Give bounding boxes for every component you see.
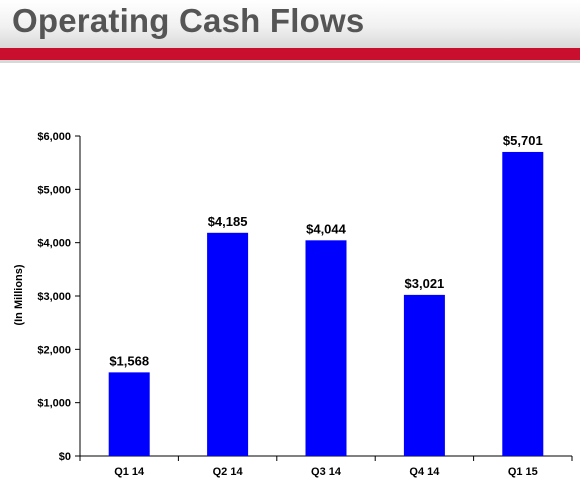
y-axis-ticks: $0 $1,000 $2,000 $3,000 $4,000 $5,000 $6,000 bbox=[37, 131, 80, 463]
data-label: $4,044 bbox=[306, 221, 347, 236]
x-tick-label: Q2 14 bbox=[213, 466, 244, 478]
bar-q2-14 bbox=[207, 232, 249, 456]
bar-q4-14 bbox=[403, 294, 445, 456]
x-tick-label: Q1 15 bbox=[508, 466, 538, 478]
header-shadow bbox=[0, 60, 580, 63]
y-tick-label: $1,000 bbox=[37, 398, 71, 410]
page-title: Operating Cash Flows bbox=[12, 2, 365, 39]
x-tick-label: Q4 14 bbox=[409, 466, 440, 478]
y-tick-label: $2,000 bbox=[37, 344, 71, 356]
data-label: $3,021 bbox=[405, 276, 445, 291]
bar-q1-15 bbox=[502, 151, 544, 457]
x-tick-label: Q1 14 bbox=[114, 466, 145, 478]
bars bbox=[108, 151, 544, 457]
y-tick-label: $6,000 bbox=[37, 131, 71, 143]
slide-header: Operating Cash Flows bbox=[0, 0, 580, 48]
data-label: $1,568 bbox=[109, 353, 149, 368]
data-labels: $1,568 $4,185 $4,044 $3,021 $5,701 bbox=[109, 133, 542, 368]
x-tick-label: Q3 14 bbox=[311, 466, 342, 478]
y-axis-title-group: (In Millions) bbox=[13, 264, 25, 325]
bar-q1-14 bbox=[108, 372, 150, 456]
data-label: $4,185 bbox=[208, 214, 248, 229]
bar-q3-14 bbox=[305, 240, 347, 456]
header-divider bbox=[0, 48, 580, 60]
data-label: $5,701 bbox=[503, 133, 543, 148]
y-tick-label: $4,000 bbox=[37, 238, 71, 250]
y-tick-label: $3,000 bbox=[37, 291, 71, 303]
y-tick-label: $0 bbox=[59, 451, 71, 463]
x-axis-ticks: Q1 14 Q2 14 Q3 14 Q4 14 Q1 15 bbox=[79, 456, 573, 478]
y-axis-title: (In Millions) bbox=[13, 264, 25, 325]
y-tick-label: $5,000 bbox=[37, 184, 71, 196]
